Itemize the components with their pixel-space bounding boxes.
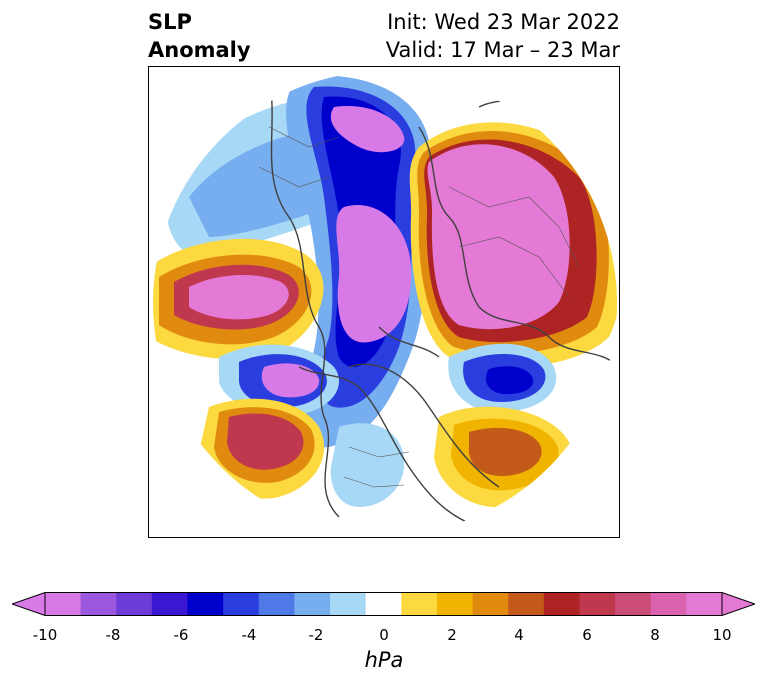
coastlines [268, 76, 617, 528]
political-borders [258, 126, 580, 488]
colorbar-tick: 10 [712, 626, 732, 644]
colorbar-units-label: hPa [364, 648, 404, 672]
positive-anomaly-core [189, 275, 289, 320]
map-subtitle: Init: Wed 23 Mar 2022 Valid: 17 Mar – 23… [386, 8, 620, 64]
map-panel [148, 66, 620, 538]
valid-range-label: Valid: 17 Mar – 23 Mar [385, 38, 620, 62]
positive-anomaly-core [468, 427, 542, 477]
colorbar-band [615, 592, 652, 616]
colorbar-band [151, 592, 189, 616]
negative-anomaly-core [485, 366, 534, 395]
negative-anomaly-core [336, 205, 412, 343]
colorbar-tick: 4 [514, 626, 524, 644]
colorbar-band [223, 592, 260, 616]
map-title: SLP Anomaly [148, 8, 251, 64]
colorbar-extend-min [12, 592, 46, 616]
colorbar-band [508, 592, 545, 616]
colorbar-band [686, 592, 723, 616]
colorbar-band [543, 592, 580, 616]
negative-anomaly-core [330, 106, 405, 153]
colorbar-band [330, 592, 367, 616]
colorbar-band [436, 592, 474, 616]
anomaly-field [153, 75, 617, 528]
colorbar-band [187, 592, 224, 616]
init-date-label: Init: Wed 23 Mar 2022 [387, 10, 620, 34]
colorbar-extend-max [721, 592, 755, 616]
colorbar-tick: 8 [650, 626, 660, 644]
colorbar-tick: -10 [32, 626, 58, 644]
colorbar-tick: -2 [308, 626, 324, 644]
colorbar-tick: -6 [173, 626, 189, 644]
colorbar-band [401, 592, 438, 616]
colorbar-band [472, 592, 509, 616]
colorbar-outline [44, 592, 723, 616]
colorbar-tick: 6 [582, 626, 592, 644]
colorbar-band [45, 592, 82, 616]
colorbar-tick: -4 [241, 626, 257, 644]
colorbar-band [258, 592, 295, 616]
positive-anomaly-core [227, 413, 304, 470]
colorbar-band [650, 592, 687, 616]
colorbar-band [294, 592, 331, 616]
negative-anomaly-area [330, 423, 405, 507]
title-line-2: Anomaly [148, 38, 251, 62]
colorbar-band [116, 592, 153, 616]
colorbar [12, 592, 755, 616]
colorbar-tick: 0 [379, 626, 389, 644]
colorbar-band [579, 592, 616, 616]
slp-anomaly-map [153, 75, 617, 528]
positive-anomaly-core [427, 144, 570, 330]
colorbar-tick: -8 [105, 626, 121, 644]
colorbar-band [80, 592, 117, 616]
title-line-1: SLP [148, 10, 192, 34]
colorbar-band [365, 592, 402, 616]
colorbar-tick: 2 [447, 626, 457, 644]
negative-anomaly-core [261, 363, 320, 398]
